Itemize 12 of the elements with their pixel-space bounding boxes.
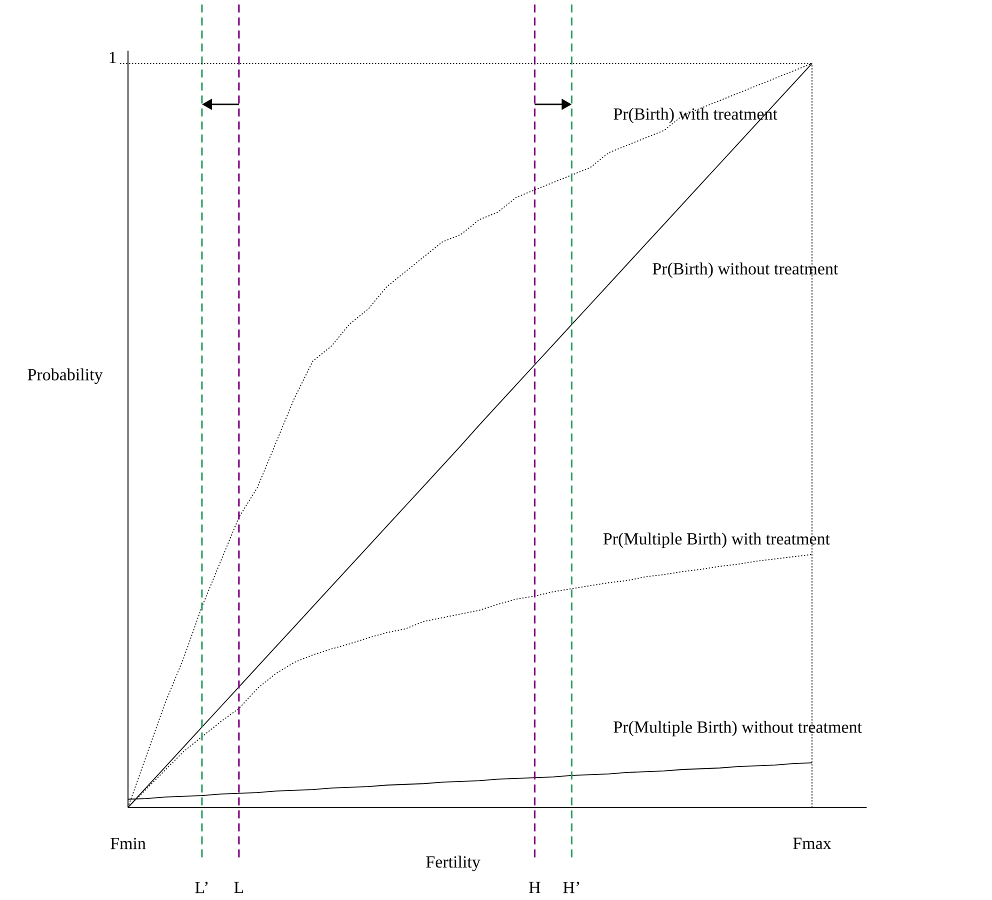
y-axis-title: Probability (28, 368, 103, 384)
text: Pr(Multiple Birth) without treatment (614, 720, 862, 736)
x-tick-label: L (234, 882, 244, 893)
series-label: Pr(Birth) without treatment (652, 262, 838, 278)
x-tick-label: L’ (195, 882, 208, 893)
x-tick-label: H (529, 882, 540, 893)
x-tick-label: Fmin (110, 838, 146, 849)
x-axis-title: Fertility (426, 855, 480, 871)
ref-line-label: 1 (110, 52, 116, 63)
x-tick-label: Fmax (793, 838, 832, 849)
series-label: Pr(Multiple Birth) with treatment (603, 532, 830, 548)
x-tick-label: H’ (563, 882, 580, 893)
